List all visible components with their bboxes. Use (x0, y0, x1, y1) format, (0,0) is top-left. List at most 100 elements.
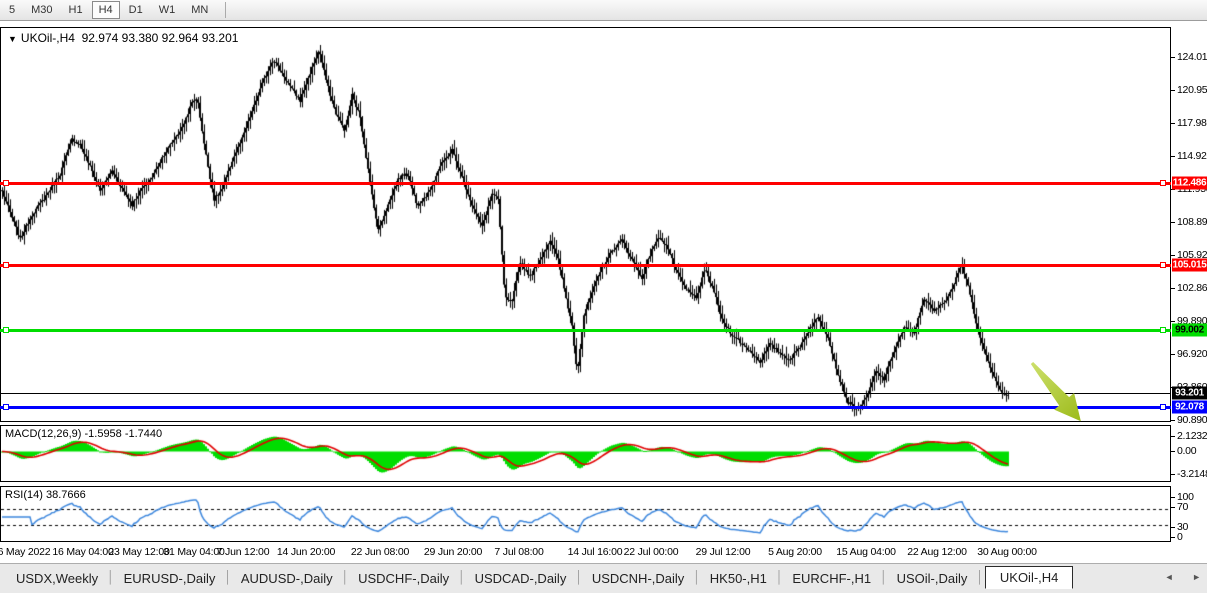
timeframe-button-5[interactable]: 5 (9, 4, 16, 16)
y-axis-tick-mark (1171, 221, 1175, 223)
tab-usdcad-daily[interactable]: USDCAD-,Daily (474, 571, 567, 586)
line-handle[interactable] (3, 180, 9, 186)
y-axis-tick-label: 108.890 (1177, 216, 1207, 228)
y-axis-tick-mark (1171, 353, 1175, 355)
indicator-axis-tick: 100 (1171, 491, 1194, 503)
tab-eurchf-h1[interactable]: EURCHF-,H1 (792, 571, 872, 586)
rsi-canvas[interactable] (1, 487, 1170, 541)
chart-title: ▼ UKOil-,H4 92.974 93.380 92.964 93.201 (8, 31, 238, 45)
horizontal-level-line-92.078[interactable] (0, 406, 1171, 409)
indicator-axis-tick: 30 (1171, 521, 1188, 533)
y-axis-tick: 105.920 (1171, 249, 1207, 261)
y-axis-tick: 108.890 (1171, 216, 1207, 228)
timeframe-button-W1[interactable]: W1 (158, 4, 176, 16)
line-handle[interactable] (1160, 404, 1166, 410)
line-handle[interactable] (1160, 180, 1166, 186)
indicator-tick-mark (1171, 526, 1175, 528)
timeframe-toolbar: 5 M30 H1 H4 D1 W1 MN (0, 0, 1207, 21)
indicator-tick-label: 100 (1177, 491, 1194, 503)
timeframe-button-D1[interactable]: D1 (128, 4, 143, 16)
horizontal-level-line-112.486[interactable] (0, 182, 1171, 185)
chevron-down-icon: ▼ (8, 34, 17, 44)
x-axis-label: 14 Jul 16:00 (567, 546, 623, 558)
price-level-label-112.486: 112.486 (1172, 176, 1207, 190)
candlestick-canvas[interactable] (1, 28, 1170, 421)
x-axis-label: 22 Jun 08:00 (350, 546, 410, 558)
toolbar-separator (225, 2, 227, 18)
y-axis-tick-label: 114.920 (1177, 150, 1207, 162)
y-axis-tick: 102.860 (1171, 282, 1207, 294)
chart-ohlc-values: 92.974 93.380 92.964 93.201 (81, 31, 239, 45)
indicator-tick-label: -3.2148 (1177, 468, 1207, 480)
tab-divider: │ (880, 569, 888, 584)
y-axis-tick-label: 102.860 (1177, 282, 1207, 294)
y-axis-tick-mark (1171, 155, 1175, 157)
y-axis-tick-label: 90.890 (1177, 414, 1207, 426)
macd-name: MACD(12,26,9) (5, 428, 82, 440)
line-handle[interactable] (1160, 327, 1166, 333)
y-axis-tick-mark (1171, 320, 1175, 322)
indicator-tick-mark (1171, 473, 1175, 475)
x-axis-label: 22 Jul 00:00 (623, 546, 679, 558)
tab-eurusd-daily[interactable]: EURUSD-,Daily (123, 571, 216, 586)
tab-divider: │ (976, 569, 984, 584)
x-axis-label: 29 Jun 20:00 (423, 546, 483, 558)
timeframe-button-MN[interactable]: MN (191, 4, 209, 16)
y-axis-tick-label: 117.980 (1177, 117, 1207, 129)
indicator-axis-tick: 2.1232 (1171, 430, 1207, 442)
x-axis-label: 16 May 04:00 (52, 546, 114, 558)
horizontal-level-line-105.015[interactable] (0, 264, 1171, 267)
x-axis-label: 23 May 12:00 (108, 546, 170, 558)
x-axis-label: 22 Aug 12:00 (907, 546, 967, 558)
timeframe-button-H4[interactable]: H4 (91, 1, 120, 19)
x-axis-label: 31 May 04:00 (163, 546, 225, 558)
x-axis-label: 30 Aug 00:00 (977, 546, 1037, 558)
y-axis-tick: 117.980 (1171, 117, 1207, 129)
tab-divider: │ (341, 569, 350, 584)
horizontal-level-line-99.002[interactable] (0, 329, 1171, 332)
indicator-axis-tick: 0 (1171, 531, 1183, 543)
tab-divider: │ (458, 569, 466, 584)
macd-values: -1.5958 -1.7440 (84, 428, 163, 440)
rsi-value: 38.7666 (45, 489, 86, 501)
horizontal-level-line-93.201[interactable] (0, 393, 1171, 394)
y-axis-tick-mark (1171, 287, 1175, 289)
tab-usdx-weekly[interactable]: USDX,Weekly (16, 571, 99, 586)
y-axis-tick: 90.890 (1171, 414, 1207, 426)
x-axis-label: 5 Aug 20:00 (768, 546, 822, 558)
tab-hk50-h1[interactable]: HK50-,H1 (709, 571, 767, 586)
line-handle[interactable] (3, 262, 9, 268)
y-axis-tick-label: 120.950 (1177, 84, 1207, 96)
y-axis-tick-mark (1171, 56, 1175, 58)
timeframe-button-M30[interactable]: M30 (31, 4, 53, 16)
x-axis-label: 7 Jul 08:00 (494, 546, 544, 558)
y-axis-tick-mark (1171, 254, 1175, 256)
tab-ukoil-h4[interactable]: UKOil-,H4 (984, 566, 1074, 589)
tab-divider: │ (107, 569, 115, 584)
tab-usdcnh-daily[interactable]: USDCNH-,Daily (591, 571, 685, 586)
price-level-label-92.078: 92.078 (1172, 400, 1207, 414)
x-axis-label: 29 Jul 12:00 (695, 546, 751, 558)
y-axis-tick: 124.010 (1171, 51, 1207, 63)
tab-scroll-right-icon[interactable]: ► (1192, 572, 1201, 582)
price-level-label-105.015: 105.015 (1172, 258, 1207, 272)
rsi-name: RSI(14) (5, 489, 43, 501)
indicator-tick-mark (1171, 506, 1175, 508)
macd-label: MACD(12,26,9) -1.5958 -1.7440 (5, 428, 162, 440)
line-handle[interactable] (3, 327, 9, 333)
indicator-tick-label: 2.1232 (1177, 430, 1207, 442)
tab-usdchf-daily[interactable]: USDCHF-,Daily (358, 571, 450, 586)
timeframe-button-H1[interactable]: H1 (68, 4, 83, 16)
chart-symbol-label: UKOil-,H4 (20, 31, 75, 45)
tab-usoil-daily[interactable]: USOil-,Daily (896, 571, 968, 586)
macd-canvas[interactable] (1, 426, 1170, 481)
tab-divider: │ (224, 569, 232, 584)
tab-divider: │ (693, 569, 701, 584)
line-handle[interactable] (3, 404, 9, 410)
indicator-tick-mark (1171, 496, 1175, 498)
y-axis-tick-label: 124.010 (1177, 51, 1207, 63)
price-level-label-99.002: 99.002 (1172, 323, 1207, 337)
tab-scroll-left-icon[interactable]: ◄ (1164, 572, 1174, 582)
line-handle[interactable] (1160, 262, 1166, 268)
tab-audusd-daily[interactable]: AUDUSD-,Daily (240, 571, 333, 586)
